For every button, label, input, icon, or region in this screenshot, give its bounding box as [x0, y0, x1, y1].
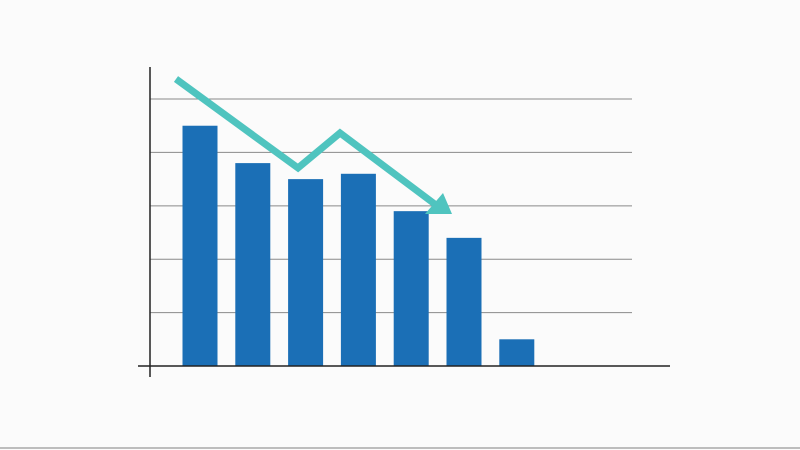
- bars: [182, 125, 535, 366]
- bar: [393, 211, 429, 366]
- bar: [235, 163, 271, 366]
- trend-arrow: [173, 76, 439, 208]
- trend-arrow-head: [425, 193, 452, 214]
- grid: [150, 98, 632, 314]
- bar: [288, 179, 324, 366]
- bar: [340, 173, 376, 366]
- bar: [182, 125, 218, 366]
- bar: [499, 339, 535, 366]
- bar: [446, 237, 482, 366]
